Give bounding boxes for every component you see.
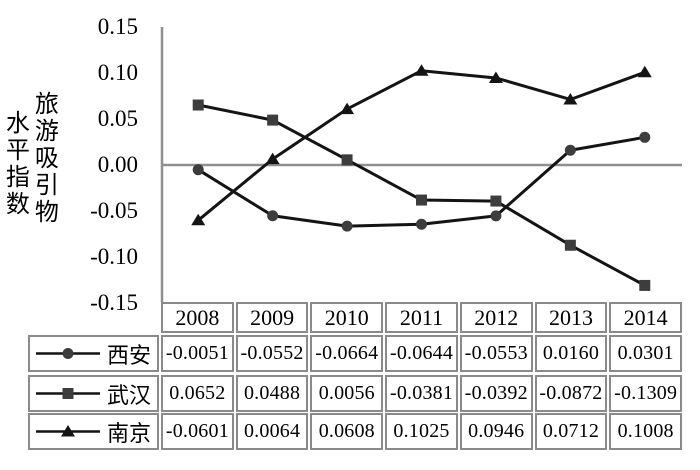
year-header-cell: 2011 <box>385 302 458 333</box>
table-row-南京: 南京 -0.0601 0.0064 0.0608 0.1025 0.0946 0.0712 0… <box>28 413 683 450</box>
y-tick-label: 0.05 <box>97 106 138 131</box>
series-name-label: 南京 <box>106 420 151 446</box>
y-tick-label: -0.10 <box>90 244 138 269</box>
year-header-cell: 2012 <box>459 302 533 333</box>
table-row-西安: 西安 -0.0051 -0.0552 -0.0664 -0.0644 -0.0553 0.0… <box>28 335 683 372</box>
value-cell: -0.0553 <box>459 335 533 372</box>
value-cell: 0.0712 <box>534 413 608 450</box>
table-row-武汉: 武汉 0.0652 0.0488 0.0056 -0.0381 -0.0392 -0.087… <box>28 375 683 412</box>
table-header-row: 2008 2009 2010 2011 2012 2013 2014 <box>161 302 683 333</box>
year-header-cell: 2013 <box>534 302 608 333</box>
y-tick-label: 0.00 <box>97 152 138 177</box>
triangle-marker-icon <box>35 425 100 437</box>
data-point-marker-武汉 <box>192 99 204 111</box>
value-cell: 0.0056 <box>310 375 384 412</box>
value-cell: -0.0381 <box>385 375 458 412</box>
data-point-marker-南京 <box>488 71 503 83</box>
year-header-cell: 2009 <box>235 302 309 333</box>
data-point-marker-西安 <box>564 144 576 156</box>
y-tick-label: 0.10 <box>97 60 138 85</box>
year-header-cell: 2010 <box>310 302 384 333</box>
data-point-marker-武汉 <box>564 239 576 251</box>
circle-marker-icon <box>35 348 100 359</box>
value-cell: 0.0301 <box>609 335 683 372</box>
value-cell: -0.0664 <box>310 335 384 372</box>
value-cell: -0.1309 <box>609 375 683 412</box>
data-point-marker-西安 <box>341 220 353 232</box>
data-point-marker-南京 <box>637 65 652 78</box>
legend-marker-西安 <box>62 348 74 359</box>
year-header-cell: 2008 <box>161 302 234 333</box>
legend-item-南京: 南京 <box>28 413 159 450</box>
value-cell: 0.0652 <box>161 375 234 412</box>
data-point-marker-武汉 <box>639 279 651 291</box>
value-cell: 0.0946 <box>459 413 533 450</box>
y-tick-label: 0.15 <box>97 14 138 39</box>
legend-item-西安: 西安 <box>28 335 159 372</box>
y-tick-label: -0.05 <box>90 198 138 223</box>
data-point-marker-南京 <box>563 92 578 105</box>
legend-item-武汉: 武汉 <box>28 375 159 412</box>
data-point-marker-南京 <box>414 64 429 76</box>
data-point-marker-西安 <box>490 210 502 222</box>
value-cell: 0.0160 <box>534 335 608 372</box>
value-cell: 0.0064 <box>235 413 309 450</box>
year-header-cell: 2014 <box>609 302 683 333</box>
value-cell: 0.1025 <box>385 413 458 450</box>
square-marker-icon <box>35 388 100 399</box>
data-point-marker-武汉 <box>416 194 427 206</box>
data-point-marker-南京 <box>265 152 280 165</box>
series-name-label: 西安 <box>106 342 151 368</box>
value-cell: -0.0051 <box>161 335 234 372</box>
legend-marker-南京 <box>60 425 75 437</box>
value-cell: 0.0608 <box>310 413 384 450</box>
value-cell: -0.0872 <box>534 375 608 412</box>
y-axis-title-column-1: 旅游吸引物 <box>30 91 57 226</box>
series-line-西安 <box>196 135 647 228</box>
data-point-marker-西安 <box>639 131 651 143</box>
value-cell: -0.0552 <box>235 335 309 372</box>
value-cell: -0.0644 <box>385 335 458 372</box>
data-point-marker-西安 <box>192 164 204 176</box>
legend-marker-武汉 <box>62 388 74 399</box>
value-cell: -0.0601 <box>161 413 234 450</box>
value-cell: -0.0392 <box>459 375 533 412</box>
data-point-marker-西安 <box>416 218 427 230</box>
y-tick-label: -0.15 <box>90 290 138 315</box>
data-point-marker-武汉 <box>267 114 279 126</box>
data-point-marker-南京 <box>340 102 355 115</box>
value-cell: 0.1008 <box>609 413 683 450</box>
series-name-label: 武汉 <box>106 382 151 408</box>
value-cell: 0.0488 <box>235 375 309 412</box>
data-point-marker-西安 <box>267 210 279 222</box>
data-point-marker-南京 <box>191 213 206 226</box>
data-point-marker-武汉 <box>341 154 353 166</box>
data-point-marker-武汉 <box>490 195 502 207</box>
y-axis-title-column-2: 水平指数 <box>1 110 28 218</box>
